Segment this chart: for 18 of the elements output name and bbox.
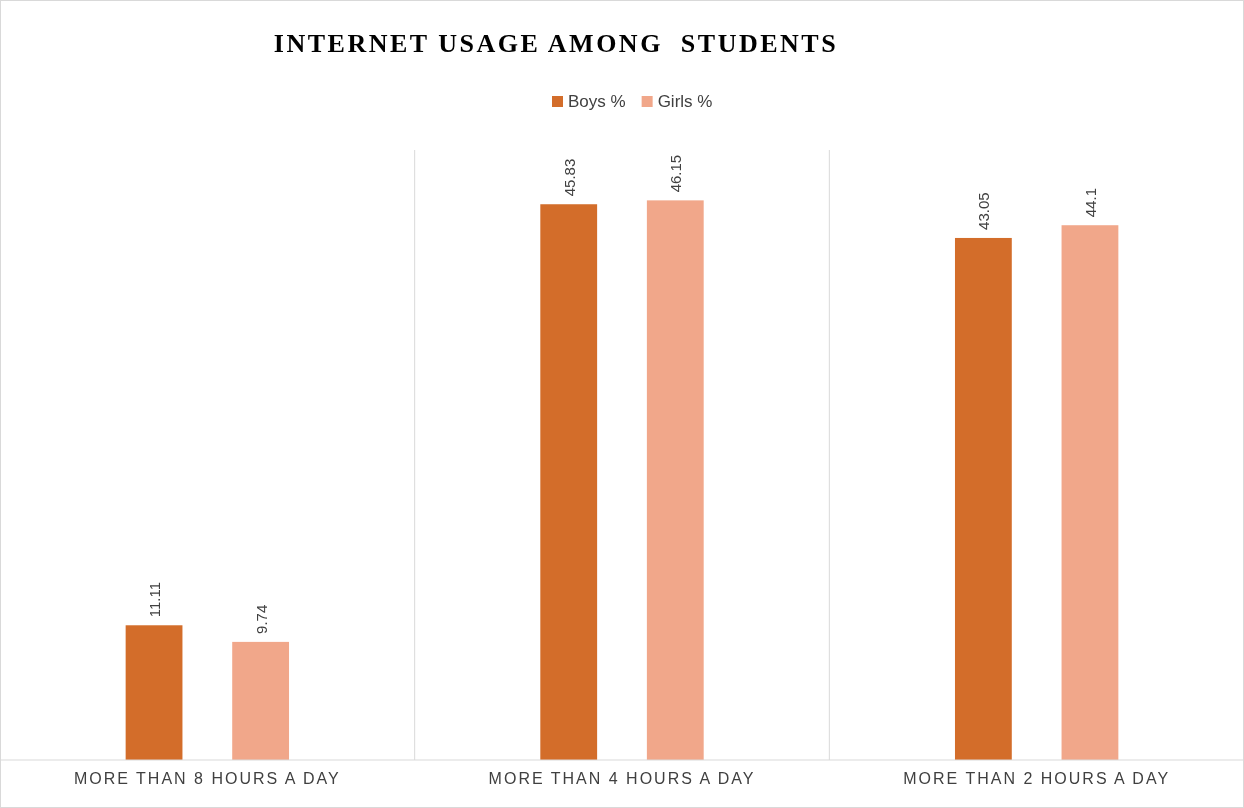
legend-label: Boys % [568,92,626,111]
data-label: 46.15 [667,154,685,193]
chart-title: INTERNET USAGE AMONG STUDENTS [273,29,839,58]
bar [646,200,704,760]
bar [954,237,1012,760]
data-label: 9.74 [252,604,270,634]
bar [540,204,598,760]
legend-label: Girls % [657,92,713,111]
x-tick-label: MORE THAN 4 HOURS A DAY [488,769,756,787]
data-label: 11.11 [146,581,164,618]
bar [1061,225,1119,760]
data-label: 43.05 [975,192,993,230]
x-tick-label: MORE THAN 8 HOURS A DAY [73,769,341,787]
x-tick-label: MORE THAN 2 HOURS A DAY [903,769,1171,787]
data-label: 44.1 [1081,188,1099,218]
bar [232,641,290,760]
bar [125,625,183,760]
data-label: 45.83 [560,158,578,197]
